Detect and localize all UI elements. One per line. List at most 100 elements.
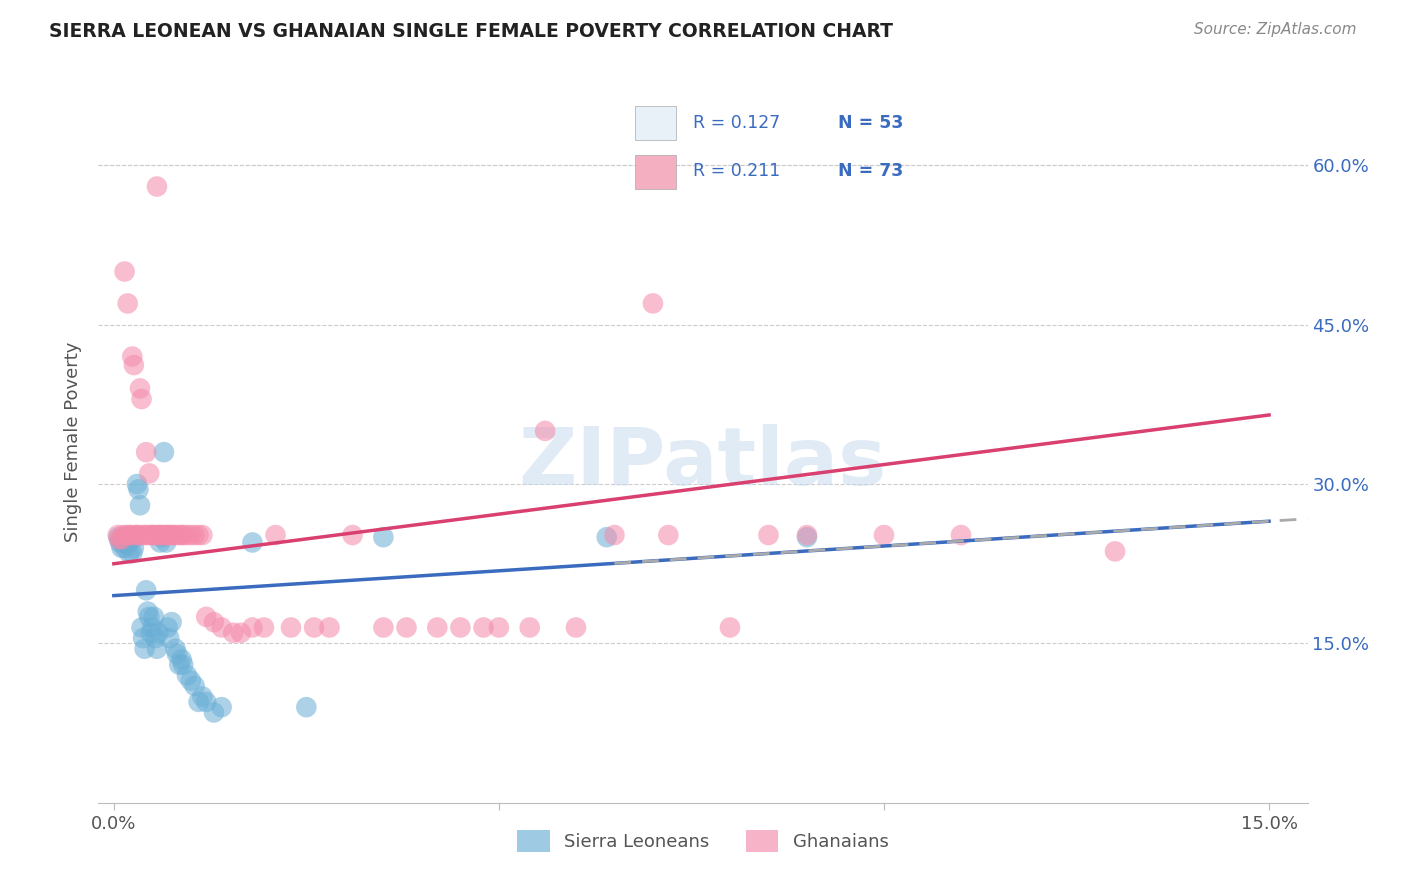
Point	[146, 179, 169, 194]
Point	[170, 528, 193, 542]
Point	[129, 498, 152, 512]
Point	[157, 631, 180, 645]
Point	[229, 625, 252, 640]
Point	[176, 668, 198, 682]
Point	[211, 700, 233, 714]
Point	[950, 528, 973, 542]
Point	[195, 695, 218, 709]
Point	[121, 350, 143, 364]
Point	[211, 620, 233, 634]
Point	[117, 296, 139, 310]
Point	[110, 541, 132, 555]
Point	[426, 620, 449, 634]
Point	[395, 620, 418, 634]
Point	[127, 528, 149, 542]
Point	[796, 528, 818, 542]
Point	[222, 625, 245, 640]
Point	[149, 535, 172, 549]
Point	[169, 528, 191, 542]
Point	[472, 620, 495, 634]
Point	[118, 528, 141, 542]
Point	[141, 528, 163, 542]
Point	[148, 625, 170, 640]
Point	[117, 538, 139, 552]
Point	[180, 673, 202, 688]
Point	[150, 528, 173, 542]
Point	[131, 392, 153, 406]
Point	[145, 528, 167, 542]
Point	[125, 477, 148, 491]
Point	[170, 652, 193, 666]
Text: Source: ZipAtlas.com: Source: ZipAtlas.com	[1194, 22, 1357, 37]
Point	[145, 631, 167, 645]
Point	[873, 528, 896, 542]
Point	[156, 620, 179, 634]
Point	[136, 605, 159, 619]
Point	[150, 530, 173, 544]
Point	[139, 625, 162, 640]
Point	[202, 615, 225, 630]
Point	[114, 541, 136, 555]
Point	[114, 264, 136, 278]
Point	[172, 657, 194, 672]
Point	[131, 620, 153, 634]
Point	[149, 528, 172, 542]
Point	[153, 528, 176, 542]
Point	[153, 445, 176, 459]
Point	[160, 615, 183, 630]
Point	[134, 641, 156, 656]
Point	[641, 296, 664, 310]
Point	[112, 528, 135, 542]
Point	[120, 528, 142, 542]
Legend: Sierra Leoneans, Ghanaians: Sierra Leoneans, Ghanaians	[510, 822, 896, 859]
Point	[176, 528, 198, 542]
Point	[449, 620, 471, 634]
Point	[108, 533, 131, 547]
Point	[136, 528, 159, 542]
Point	[169, 657, 191, 672]
Point	[156, 528, 179, 542]
Point	[1104, 544, 1126, 558]
Point	[135, 583, 157, 598]
Point	[129, 381, 152, 395]
Point	[141, 620, 163, 634]
Point	[166, 647, 188, 661]
Point	[115, 528, 138, 542]
Y-axis label: Single Female Poverty: Single Female Poverty	[65, 342, 83, 541]
Point	[121, 546, 143, 560]
Point	[191, 690, 214, 704]
Point	[132, 631, 155, 645]
Point	[124, 530, 146, 544]
Point	[758, 528, 780, 542]
Point	[195, 610, 218, 624]
Point	[519, 620, 541, 634]
Point	[253, 620, 276, 634]
Point	[146, 641, 169, 656]
Point	[135, 445, 157, 459]
Point	[142, 528, 165, 542]
Point	[202, 706, 225, 720]
Point	[118, 546, 141, 560]
Point	[187, 695, 209, 709]
Point	[107, 528, 129, 542]
Text: ZIPatlas: ZIPatlas	[519, 425, 887, 502]
Point	[155, 535, 177, 549]
Point	[565, 620, 588, 634]
Point	[108, 535, 131, 549]
Point	[138, 610, 160, 624]
Point	[120, 533, 142, 547]
Point	[373, 530, 395, 544]
Point	[242, 620, 264, 634]
Point	[134, 528, 156, 542]
Point	[534, 424, 557, 438]
Point	[163, 528, 186, 542]
Point	[107, 530, 129, 544]
Point	[318, 620, 340, 634]
Point	[122, 541, 145, 555]
Point	[183, 679, 205, 693]
Point	[342, 528, 364, 542]
Point	[191, 528, 214, 542]
Point	[718, 620, 741, 634]
Point	[183, 528, 205, 542]
Point	[488, 620, 510, 634]
